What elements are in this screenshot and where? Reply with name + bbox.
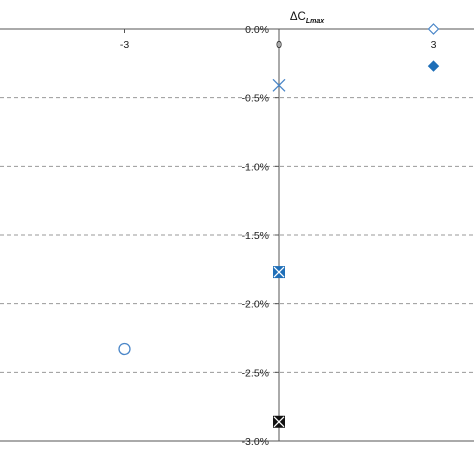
y-tick-label: -2.5% xyxy=(242,367,269,379)
data-point-circle xyxy=(118,342,131,356)
y-tick-label: -2.0% xyxy=(242,299,269,311)
data-point-diamond-open xyxy=(427,23,440,35)
chart-title: ΔCLmax xyxy=(290,11,325,25)
axes xyxy=(0,28,474,442)
x-tick-label: 3 xyxy=(431,39,437,51)
x-tick-label: 0 xyxy=(276,39,282,51)
tick-labels: 0.0% -0.5% -1.0% -1.5% -2.0% -2.5% -3.0% -3 0 3 xyxy=(120,24,437,448)
x-tick-label: -3 xyxy=(120,39,129,51)
y-tick-label: -0.5% xyxy=(242,93,269,105)
y-tick-label: -1.5% xyxy=(242,230,269,242)
data-point-square-black xyxy=(273,415,285,428)
square-x-stroke xyxy=(273,416,285,428)
data-points xyxy=(118,23,440,428)
y-tick-label: 0.0% xyxy=(245,24,269,36)
cross-stroke xyxy=(272,78,286,92)
gridlines xyxy=(0,97,474,442)
y-tick-label: -3.0% xyxy=(242,436,269,448)
data-point-diamond-filled xyxy=(427,60,440,72)
data-point-square-blue xyxy=(273,266,285,279)
square-x-stroke xyxy=(273,266,285,278)
y-tick-label: -1.0% xyxy=(242,161,269,173)
data-point-cross xyxy=(272,78,286,92)
